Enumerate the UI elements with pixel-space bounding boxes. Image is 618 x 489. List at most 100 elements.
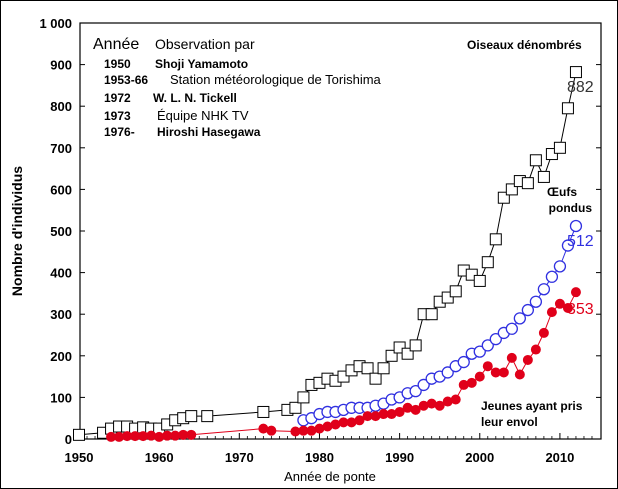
y-tick-label: 0 — [65, 432, 72, 447]
point-fledged — [146, 430, 157, 441]
point-counted — [481, 256, 494, 269]
point-fledged — [474, 371, 485, 382]
point-fledged — [466, 377, 477, 388]
observer-name: Équipe NHK TV — [157, 108, 249, 123]
point-counted — [521, 177, 534, 190]
fledged-series-label: leur envol — [481, 415, 538, 429]
point-fledged — [186, 429, 197, 440]
point-eggs — [473, 345, 486, 358]
point-counted — [201, 410, 214, 423]
eggs-series-label: Œufs — [547, 185, 577, 199]
point-fledged — [394, 406, 405, 417]
point-eggs — [489, 333, 502, 346]
point-fledged — [554, 298, 565, 309]
y-tick-label: 100 — [50, 390, 72, 405]
point-fledged — [522, 354, 533, 365]
point-counted — [569, 66, 582, 79]
point-eggs — [521, 303, 535, 317]
point-fledged — [354, 415, 365, 426]
y-tick-label: 200 — [50, 349, 72, 364]
point-fledged — [570, 287, 581, 298]
y-tick-label: 400 — [50, 266, 72, 281]
y-tick-label: 500 — [50, 224, 72, 239]
observer-year: 1953-66 — [104, 73, 148, 87]
point-counted — [489, 233, 502, 246]
point-fledged — [514, 369, 525, 380]
point-eggs — [505, 322, 518, 335]
point-eggs — [441, 366, 454, 379]
counted-series-label: Oiseaux dénombrés — [467, 38, 582, 52]
x-tick-label: 2010 — [545, 450, 574, 465]
y-axis-title: Nombre d'individus — [9, 166, 25, 296]
point-counted — [553, 141, 566, 154]
point-counted — [529, 154, 542, 167]
point-eggs — [553, 260, 567, 273]
point-eggs — [457, 355, 470, 369]
point-eggs — [481, 339, 494, 352]
observer-year: 1973 — [104, 109, 131, 123]
point-counted — [409, 339, 422, 352]
x-axis-title: Année de ponte — [284, 469, 376, 484]
legend-header-year: Année — [93, 36, 139, 53]
y-tick-label: 600 — [50, 182, 72, 197]
eggs-series-label: pondus — [549, 201, 593, 215]
x-tick-label: 1980 — [305, 450, 334, 465]
point-counted — [361, 362, 374, 375]
point-counted — [185, 410, 198, 423]
point-counted — [401, 347, 414, 360]
point-fledged — [410, 404, 421, 415]
point-counted — [289, 401, 302, 414]
point-fledged — [562, 302, 573, 313]
point-counted — [257, 405, 270, 418]
point-counted — [545, 148, 558, 161]
observer-name: Station météorologique de Torishima — [170, 72, 382, 87]
y-tick-label: 800 — [50, 99, 72, 114]
point-eggs — [529, 295, 543, 308]
point-counted — [505, 183, 518, 196]
point-counted — [497, 191, 510, 204]
x-tick-label: 1990 — [385, 450, 414, 465]
observer-name: Hiroshi Hasegawa — [157, 125, 261, 139]
point-fledged — [530, 344, 541, 355]
x-tick-label: 1970 — [225, 450, 254, 465]
point-fledged — [546, 307, 557, 318]
x-tick-label: 1960 — [145, 450, 174, 465]
point-counted — [537, 170, 550, 183]
point-counted — [337, 370, 350, 383]
point-counted — [393, 341, 406, 354]
end-label-counted: 882 — [567, 79, 594, 96]
observer-year: 1950 — [104, 57, 131, 71]
end-label-eggs: 512 — [567, 233, 594, 250]
point-counted — [377, 362, 390, 375]
point-counted — [473, 274, 486, 287]
point-eggs — [409, 385, 422, 398]
point-eggs — [537, 283, 551, 296]
x-tick-label: 1950 — [65, 450, 94, 465]
point-counted — [425, 308, 438, 321]
point-fledged — [498, 367, 509, 378]
x-tick-label: 2000 — [465, 450, 494, 465]
y-tick-label: 300 — [50, 307, 72, 322]
series-line-eggs — [303, 225, 577, 421]
point-fledged — [434, 400, 445, 411]
observer-year: 1976- — [104, 125, 135, 139]
point-counted — [465, 268, 478, 281]
legend-header-observer: Observation par — [155, 36, 255, 52]
point-counted — [385, 349, 398, 362]
point-counted — [297, 391, 310, 404]
point-fledged — [266, 425, 277, 436]
y-tick-label: 700 — [50, 141, 72, 156]
y-tick-label: 900 — [50, 58, 72, 73]
point-eggs — [569, 219, 583, 233]
point-counted — [441, 291, 454, 304]
point-fledged — [482, 361, 493, 372]
fledged-series-label: Jeunes ayant pris — [481, 399, 583, 413]
observer-name: Shoji Yamamoto — [155, 57, 248, 71]
observer-name: W. L. N. Tickell — [153, 91, 237, 105]
point-fledged — [538, 327, 549, 338]
point-eggs — [545, 270, 559, 283]
observer-year: 1972 — [104, 91, 131, 105]
point-counted — [561, 102, 574, 115]
point-counted — [449, 285, 462, 298]
